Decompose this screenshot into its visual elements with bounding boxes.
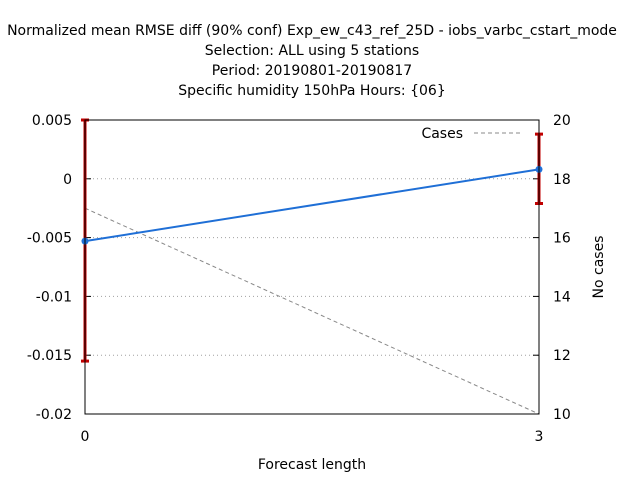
y2-tick-label: 18 [553,172,571,188]
x-axis-label: Forecast length [258,457,366,473]
x-tick-label: 3 [535,429,544,445]
y-tick-label: -0.01 [36,289,72,305]
y-tick-label: 0 [63,172,72,188]
y2-axis-label: No cases [591,236,607,299]
x-tick-label: 0 [81,429,90,445]
legend: Cases [421,126,522,142]
plot-frame [84,119,540,415]
legend-label-cases: Cases [421,126,463,142]
y2-tick-label: 10 [553,407,571,423]
y-axis-ticks: 0.005 0 -0.005 -0.01 -0.015 -0.02 [27,113,91,423]
chart-title: Normalized mean RMSE diff (90% conf) Exp… [7,23,617,99]
y-tick-label: -0.005 [27,231,72,247]
title-line-3: Period: 20190801-20190817 [212,63,412,79]
y2-tick-label: 14 [553,289,571,305]
y2-tick-label: 16 [553,231,571,247]
y2-axis-ticks: 20 18 16 14 12 10 [533,113,571,423]
series-line-cases [84,207,540,415]
y2-tick-label: 20 [553,113,571,129]
title-line-1: Normalized mean RMSE diff (90% conf) Exp… [7,23,617,39]
title-line-2: Selection: ALL using 5 stations [205,43,419,59]
y-tick-label: 0.005 [32,113,72,129]
title-line-4: Specific humidity 150hPa Hours: {06} [178,83,445,99]
y-tick-label: -0.015 [27,348,72,364]
series-layer [81,118,543,415]
series-line-rmse-diff [84,168,540,243]
y2-tick-label: 12 [553,348,571,364]
y-tick-label: -0.02 [36,407,72,423]
